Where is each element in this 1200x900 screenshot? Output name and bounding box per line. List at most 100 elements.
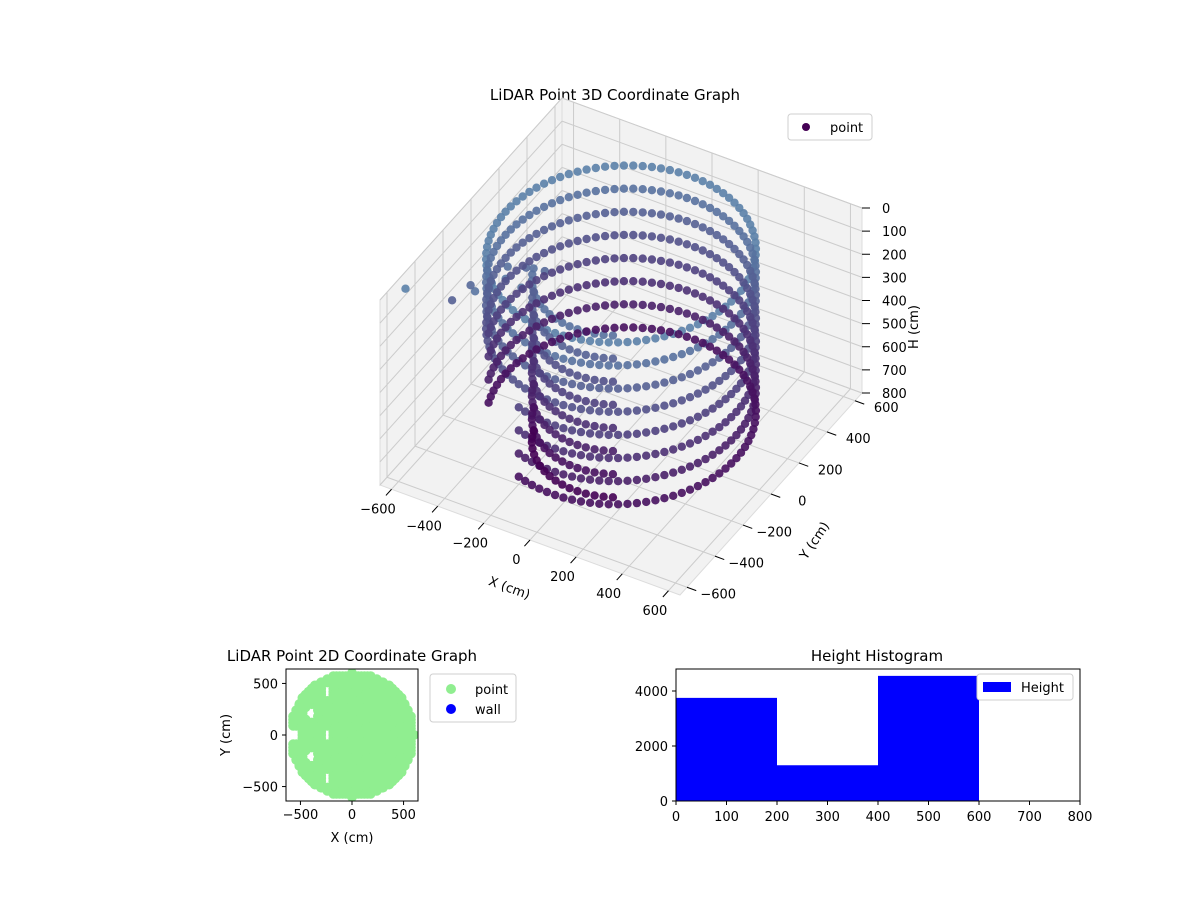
data-point-3d <box>466 281 475 290</box>
data-point-3d <box>512 197 521 206</box>
legend-histogram: Height <box>976 673 1074 701</box>
data-point-3d <box>677 488 686 498</box>
data-point-3d <box>690 219 700 229</box>
data-point-3d <box>665 327 675 337</box>
scatter-3d-plot: LiDAR Point 3D Coordinate Graph −600 −400… <box>360 86 922 619</box>
y-tick-label-2d: −500 <box>242 781 278 796</box>
data-point-3d <box>642 359 651 368</box>
data-point-3d <box>581 373 590 383</box>
data-point-3d <box>591 325 600 334</box>
y-tick-mark-3d <box>854 400 865 405</box>
y-tick-label-3d: −200 <box>756 525 792 540</box>
data-point-3d <box>573 306 582 315</box>
data-point-3d <box>581 397 590 406</box>
data-point-3d <box>632 429 642 438</box>
data-point-3d <box>613 384 623 393</box>
data-point-3d <box>674 283 683 293</box>
data-point-3d <box>685 346 695 356</box>
data-point-3d <box>539 272 549 281</box>
data-point-3d <box>532 276 541 285</box>
data-point-3d <box>619 277 629 286</box>
data-point-3d <box>564 285 573 294</box>
data-point-3d <box>623 453 632 462</box>
data-point-3d <box>521 338 530 347</box>
data-point-3d <box>665 165 675 175</box>
data-point-3d <box>506 202 515 211</box>
points-2d <box>288 669 418 801</box>
data-point-3d <box>591 163 600 173</box>
data-point-3d <box>705 203 715 213</box>
data-point-3d <box>599 423 608 432</box>
data-point-3d <box>576 381 586 391</box>
x-tick-label-histogram: 400 <box>866 810 891 825</box>
x-tick-label-2d: 0 <box>348 808 356 823</box>
data-point-3d <box>529 379 538 389</box>
data-point-3d <box>638 208 647 217</box>
data-point-3d <box>600 162 610 171</box>
data-point-3d <box>610 300 619 309</box>
gridline-floor-x <box>575 354 759 558</box>
data-point-3d <box>629 207 638 217</box>
data-point-3d <box>708 404 717 413</box>
data-point-3d <box>547 222 557 231</box>
data-point-3d <box>565 391 574 400</box>
data-point-3d <box>604 476 613 486</box>
data-point-3d <box>693 412 703 421</box>
data-point-3d <box>660 355 669 364</box>
data-point-3d <box>527 368 537 378</box>
data-point-3d <box>558 434 567 443</box>
data-point-3d <box>705 296 715 305</box>
data-point-3d <box>705 319 715 328</box>
data-point-3d <box>690 173 700 182</box>
data-point-3d <box>682 309 692 318</box>
y-tick-mark-3d <box>686 586 697 592</box>
data-point-3d <box>651 357 660 366</box>
data-point-3d <box>581 466 590 475</box>
gridline-floor-x <box>668 388 851 592</box>
data-point-3d <box>595 453 604 462</box>
data-point-3d <box>719 235 728 244</box>
data-point-3d <box>590 445 599 454</box>
ticks-2d: −500 0 500 −500 0 500 <box>242 677 416 823</box>
data-point-3d <box>518 331 527 340</box>
data-point-3d <box>682 170 692 180</box>
data-point-3d <box>719 212 728 221</box>
data-point-3d <box>590 352 599 361</box>
legend-swatch-height <box>983 682 1011 692</box>
data-point-3d <box>518 238 527 247</box>
data-point-3d <box>638 277 647 286</box>
data-point-3d <box>506 271 515 280</box>
x-tick-label-histogram: 100 <box>714 810 739 825</box>
data-point-3d <box>629 230 638 240</box>
data-point-3d <box>732 430 741 440</box>
data-point-3d <box>535 484 544 493</box>
data-point-3d <box>721 441 730 450</box>
data-point-3d <box>674 330 683 339</box>
gridline-back-h <box>561 166 863 278</box>
data-point-3d <box>629 161 638 170</box>
y-tick-label-2d: 500 <box>253 677 278 692</box>
data-point-3d <box>558 480 567 489</box>
x-tick-mark-3d <box>431 505 439 513</box>
data-point-3d <box>496 259 506 268</box>
data-point-3d <box>556 172 565 182</box>
data-point-3d <box>576 497 586 506</box>
scatter-2d-plot: LiDAR Point 2D Coordinate Graph −500 0 500… <box>219 647 517 846</box>
data-point-3d <box>677 442 686 451</box>
data-point-3d <box>582 327 591 336</box>
data-point-3d <box>674 237 683 246</box>
data-point-3d <box>701 478 710 487</box>
data-point-3d <box>651 334 660 343</box>
data-point-3d <box>532 183 541 192</box>
data-point-3d <box>656 210 666 219</box>
data-point-3d <box>613 407 623 416</box>
data-point-3d <box>721 395 730 404</box>
data-point-3d <box>660 494 669 503</box>
data-point-3d <box>651 449 660 459</box>
data-point-3d <box>669 375 678 385</box>
data-point-3d <box>642 451 651 460</box>
data-point-3d <box>582 304 591 313</box>
data-point-3d <box>660 401 669 410</box>
data-point-3d <box>567 379 577 389</box>
data-point-3d <box>712 230 721 240</box>
